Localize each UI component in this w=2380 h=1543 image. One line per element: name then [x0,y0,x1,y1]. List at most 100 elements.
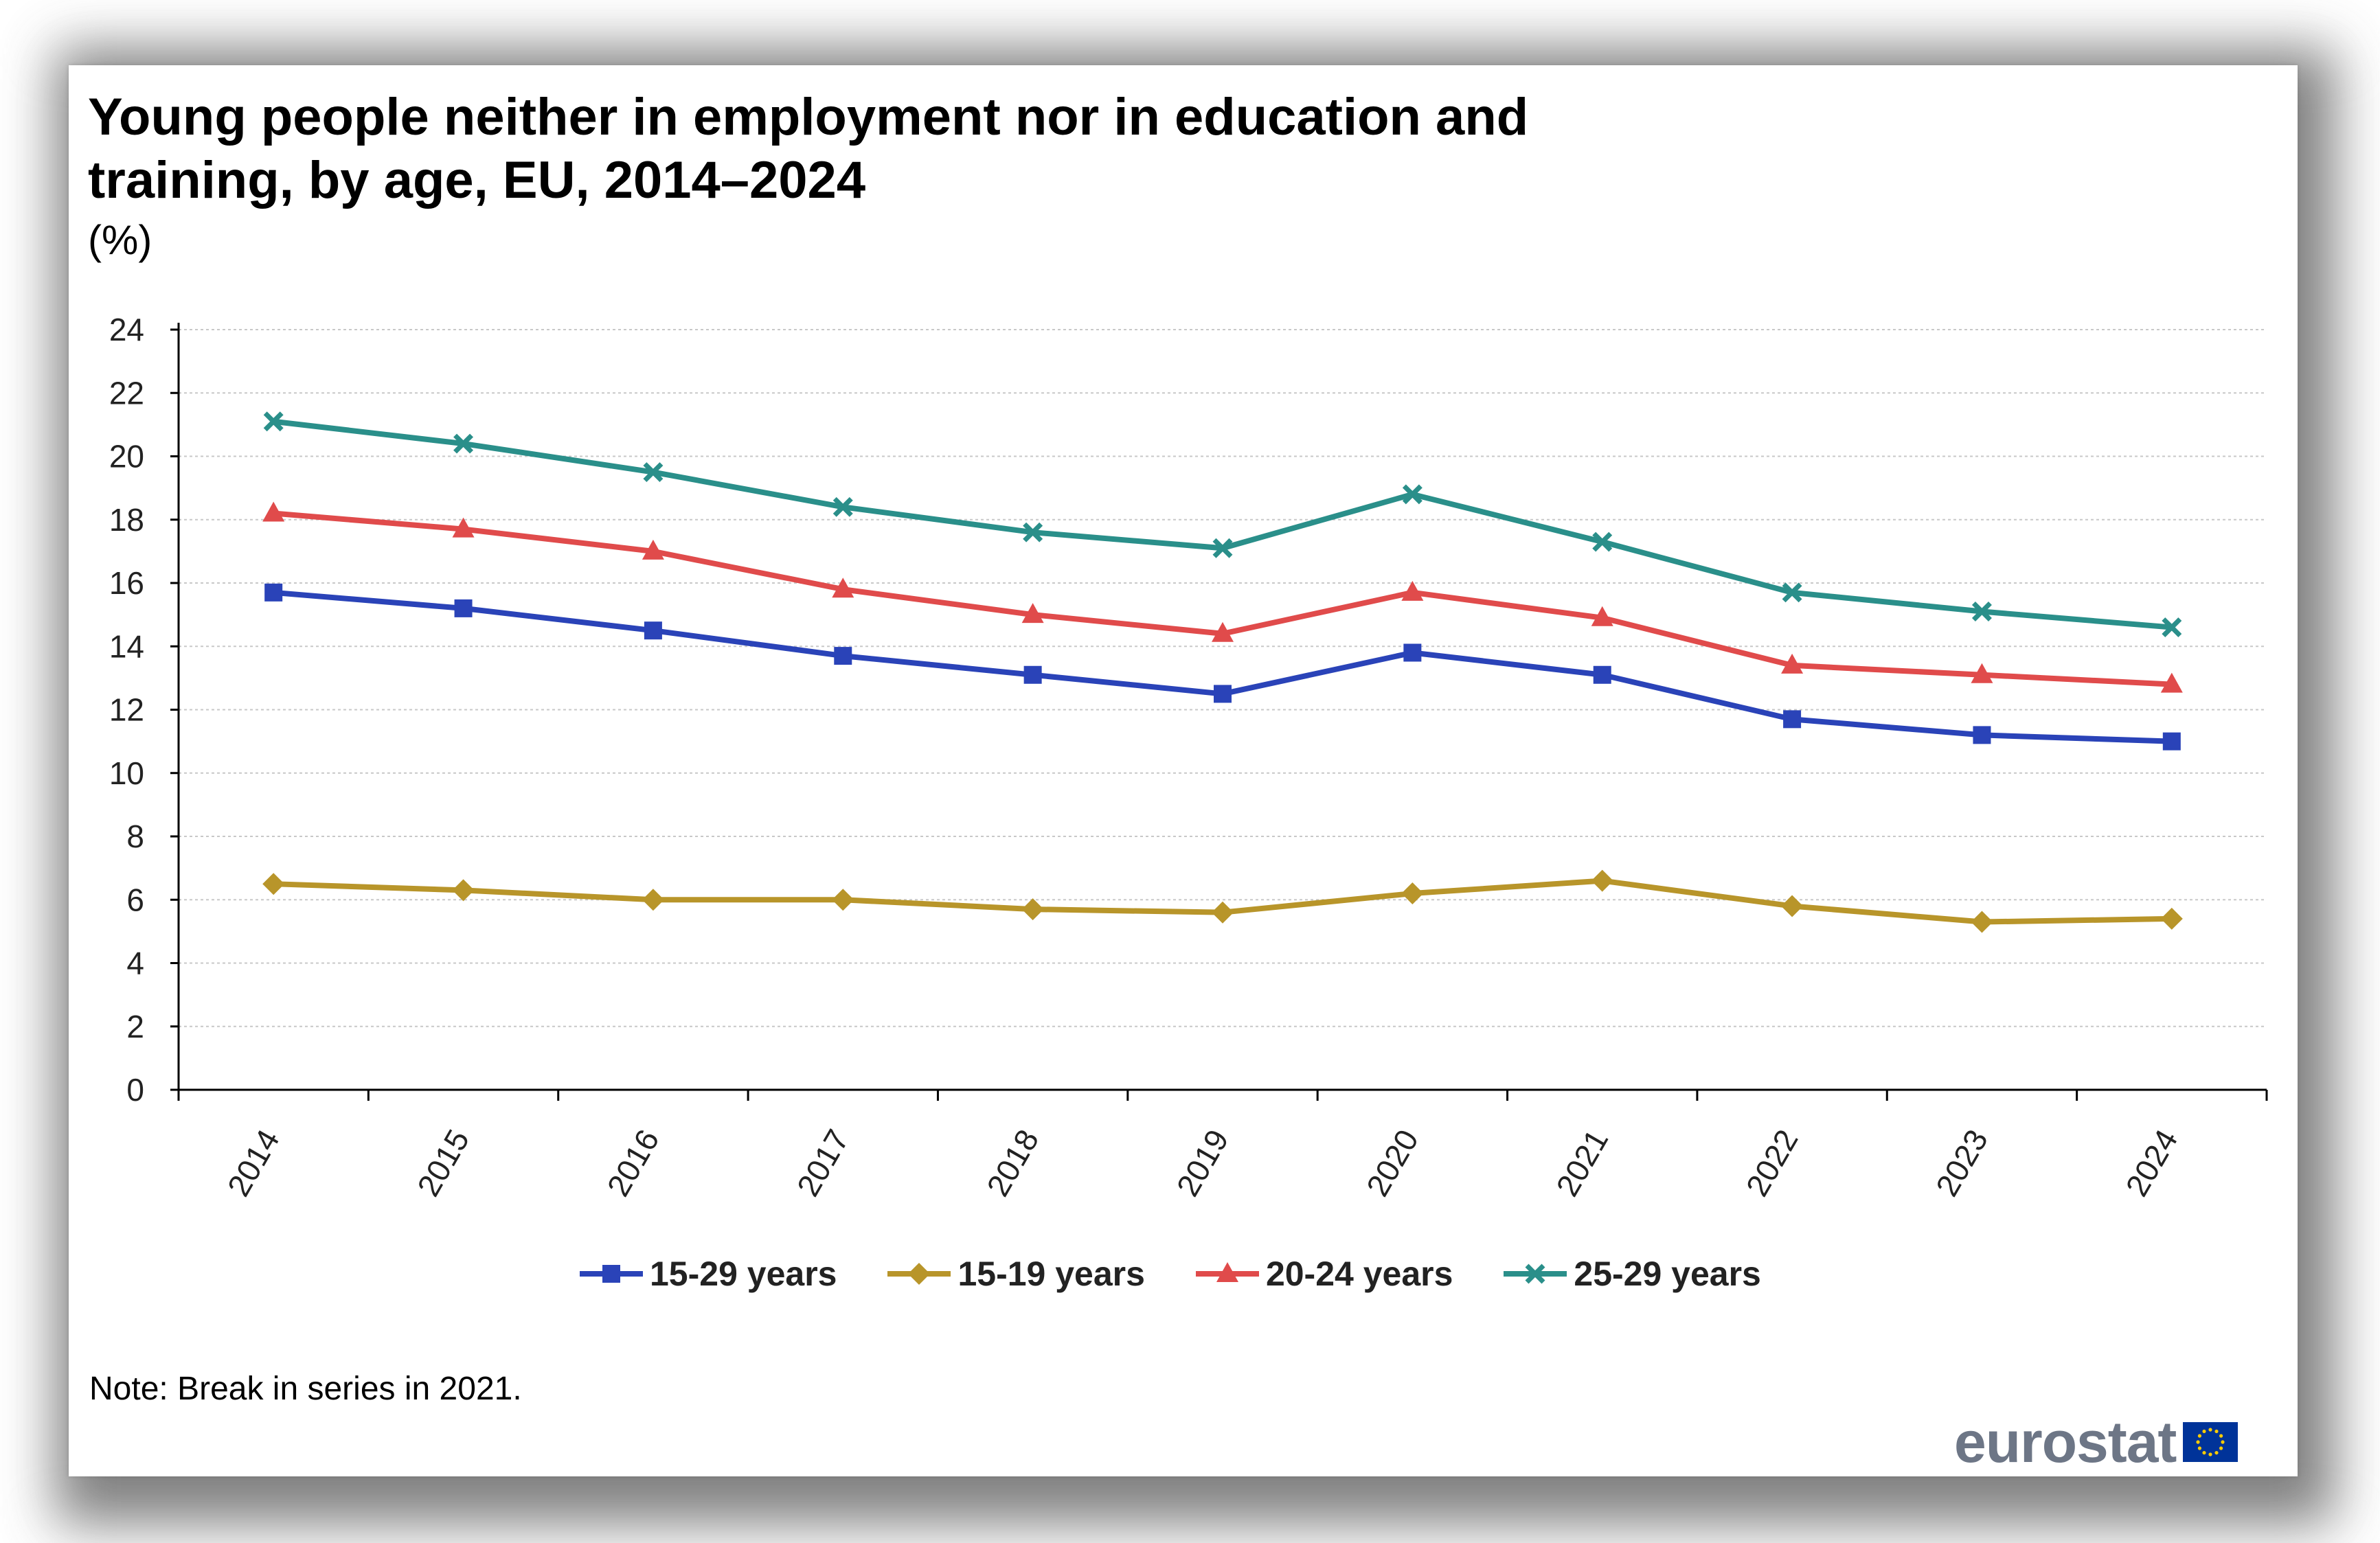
eu-star [2198,1446,2202,1450]
legend-label: 15-19 years [957,1255,1145,1293]
eu-star [2214,1450,2219,1455]
data-point-20-24-years [832,578,854,598]
x-tick-label: 2017 [790,1123,856,1202]
data-point-15-29-years [454,599,473,617]
y-tick-label: 18 [109,502,144,538]
data-point-25-29-years [832,496,853,517]
data-point-25-29-years [1782,582,1802,603]
series-20-24-years [262,501,2183,693]
data-point-15-29-years [644,621,662,640]
legend-label: 15-29 years [650,1255,837,1293]
data-point-20-24-years [452,517,475,538]
data-point-25-29-years [1971,602,1992,621]
data-point-15-29-years [1023,665,1042,684]
data-point-15-19-years [452,879,475,902]
data-point-15-19-years [1591,869,1613,892]
x-tick-label: 2019 [1169,1123,1235,1202]
data-point-15-19-years [1971,911,1993,933]
eu-star [2219,1434,2223,1438]
chart-title-line-2: training, by age, EU, 2014–2024 [88,151,866,209]
eu-star [2219,1446,2223,1450]
y-tick-label: 20 [109,439,144,475]
data-point-25-29-years [1212,538,1233,558]
eu-star [2208,1428,2213,1432]
y-tick-label: 4 [126,946,144,981]
data-point-15-19-years [1021,898,1044,921]
y-tick-label: 14 [109,628,144,664]
data-point-25-29-years [1592,532,1613,552]
x-tick-label: 2020 [1359,1123,1425,1202]
eu-star [2202,1450,2207,1455]
data-point-15-19-years [1212,901,1234,924]
data-point-20-24-years [1021,603,1044,624]
data-point-20-24-years [1971,663,1993,683]
data-point-20-24-years [1591,606,1613,626]
y-tick-label: 6 [126,882,144,917]
eu-star [2202,1429,2207,1434]
series-line-15-29-years [273,589,2172,744]
legend-marker [602,1265,620,1283]
y-tick-label: 8 [126,819,144,854]
x-tick-label: 2023 [1929,1123,1995,1202]
legend-marker [1525,1264,1545,1284]
data-point-20-24-years [2160,672,2183,693]
legend-item-20-24-years: 20-24 years [1193,1254,1453,1294]
logo-text: eurostat [1954,1409,2177,1474]
x-tick-label: 2015 [410,1123,476,1202]
data-point-15-29-years [1973,726,1991,744]
legend-item-15-29-years: 15-29 years [577,1254,837,1294]
data-point-25-29-years [453,433,474,454]
x-tick-label: 2014 [220,1123,286,1202]
x-tick-label: 2022 [1739,1123,1805,1202]
legend-label: 25-29 years [1574,1255,1761,1293]
x-tick-label: 2021 [1549,1123,1615,1202]
y-tick-label: 16 [109,565,144,601]
legend-item-15-19-years: 15-19 years [885,1254,1145,1294]
data-point-15-29-years [1593,665,1611,684]
chart-title-line-1: Young people neither in employment nor i… [88,88,1529,146]
eu-star [2214,1429,2219,1434]
data-point-20-24-years [1212,621,1234,642]
y-tick-label: 12 [109,692,144,728]
eurostat-logo: eurostat [1954,1409,2239,1474]
data-point-15-29-years [264,583,283,602]
legend-swatch [1504,1264,1567,1284]
eu-star [2198,1434,2202,1438]
y-tick-label: 24 [109,312,144,347]
eu-star [2196,1440,2201,1444]
y-tick-label: 10 [109,755,144,791]
data-point-20-24-years [262,501,285,522]
legend-swatch [580,1265,643,1283]
data-point-15-19-years [1781,895,1804,917]
data-point-15-19-years [642,889,664,911]
y-tick-label: 22 [109,375,144,411]
legend-swatch [1195,1262,1259,1282]
series-25-29-years [263,411,2182,638]
data-point-25-29-years [2162,617,2182,638]
eu-star [2221,1440,2225,1444]
eu-star [2208,1452,2213,1456]
chart-legend: 15-29 years 15-19 years 20-24 years 25-29 y… [577,1246,1761,1301]
chart-title: Young people neither in employment nor i… [88,86,2011,212]
series-15-19-years [262,869,2183,933]
legend-swatch [887,1263,951,1285]
eu-flag-icon [2183,1422,2239,1462]
x-tick-label: 2024 [2118,1123,2184,1202]
data-point-20-24-years [642,539,664,560]
y-tick-label: 2 [126,1009,144,1044]
data-point-15-19-years [1401,882,1424,905]
x-tick-label: 2016 [600,1123,666,1202]
unit-label: (%) [88,217,152,263]
data-point-15-19-years [832,889,854,911]
data-point-20-24-years [1781,653,1804,674]
data-point-25-29-years [263,411,284,432]
data-point-15-29-years [834,647,852,665]
data-point-15-19-years [262,873,285,895]
data-point-15-19-years [2160,907,2183,930]
y-tick-label: 0 [126,1072,144,1108]
chart-note: Note: Break in series in 2021. [89,1371,522,1407]
legend-item-25-29-years: 25-29 years [1501,1254,1761,1294]
series-line-20-24-years [273,510,2173,687]
series-15-29-years [264,583,2181,751]
